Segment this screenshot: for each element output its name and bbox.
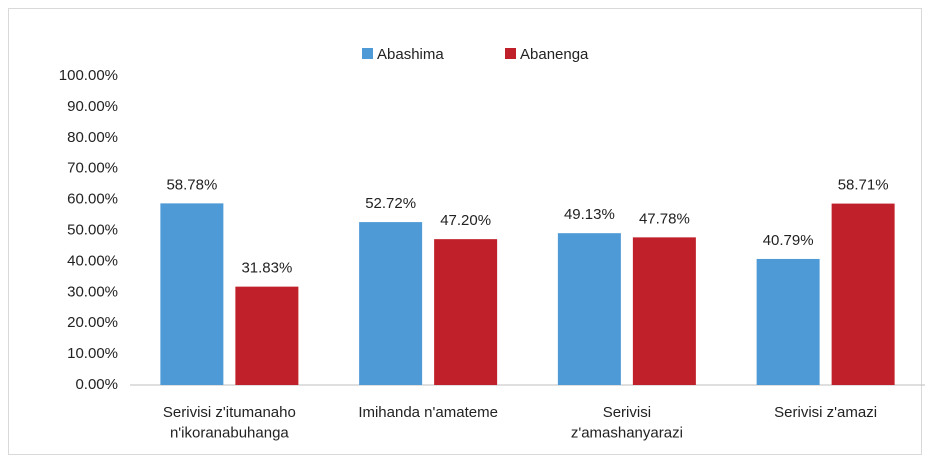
value-label: 47.20%: [440, 212, 491, 229]
x-tick-label: Serivisi z'amazi: [774, 404, 877, 421]
bar: [434, 239, 498, 385]
legend-swatch: [505, 48, 516, 59]
y-tick-label: 0.00%: [75, 376, 118, 393]
value-label: 58.78%: [166, 176, 217, 193]
legend-label: Abashima: [377, 46, 444, 63]
bar: [831, 203, 895, 385]
y-tick-label: 40.00%: [67, 252, 118, 269]
y-tick-label: 50.00%: [67, 221, 118, 238]
bar: [756, 258, 820, 385]
value-label: 47.78%: [639, 210, 690, 227]
y-tick-label: 30.00%: [67, 283, 118, 300]
y-tick-label: 80.00%: [67, 129, 118, 146]
legend-swatch: [362, 48, 373, 59]
bar: [359, 222, 423, 385]
bar: [557, 233, 621, 385]
legend-label: Abanenga: [520, 46, 589, 63]
value-label: 58.71%: [838, 177, 889, 194]
y-tick-label: 90.00%: [67, 98, 118, 115]
value-label: 31.83%: [241, 260, 292, 277]
bar: [235, 286, 299, 385]
y-tick-label: 60.00%: [67, 191, 118, 208]
y-tick-label: 20.00%: [67, 314, 118, 331]
y-tick-label: 100.00%: [59, 67, 118, 84]
y-tick-label: 70.00%: [67, 160, 118, 177]
value-label: 52.72%: [365, 195, 416, 212]
x-tick-label: Serivisi z'itumanaho n'ikoranabuhanga: [163, 404, 296, 441]
x-tick-label: Serivisi z'amashanyarazi: [571, 404, 683, 441]
bar: [160, 203, 224, 385]
y-tick-label: 10.00%: [67, 345, 118, 362]
value-label: 40.79%: [763, 232, 814, 249]
bar: [632, 237, 696, 385]
x-tick-label: Imihanda n'amateme: [358, 404, 498, 421]
value-label: 49.13%: [564, 206, 615, 223]
